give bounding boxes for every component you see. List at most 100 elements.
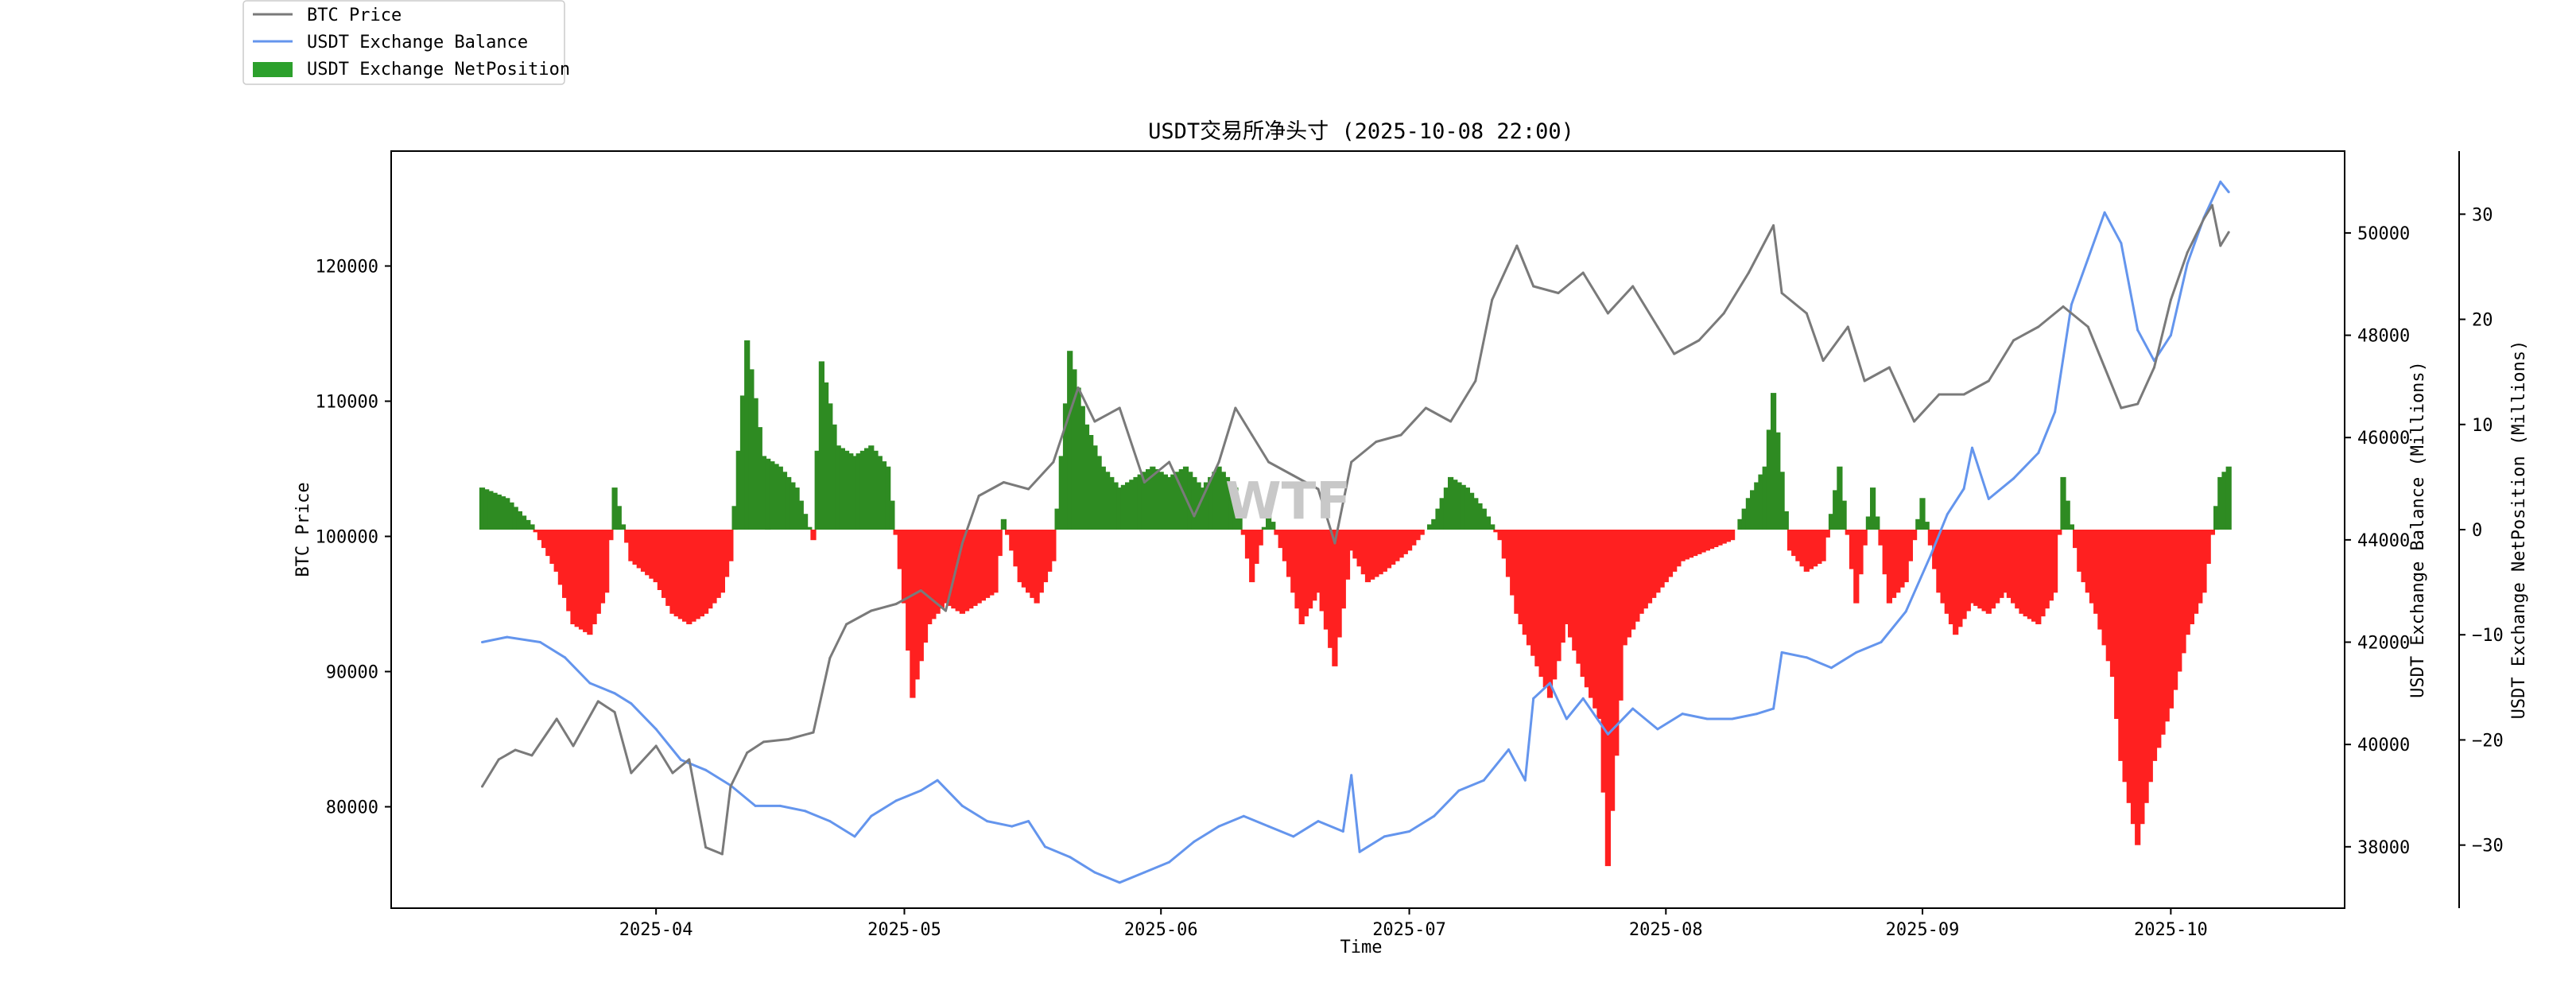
netposition-bar — [516, 511, 522, 530]
netposition-bar — [1542, 530, 1549, 688]
btc-price-point — [1168, 460, 1171, 464]
btc-price-point — [654, 744, 658, 748]
netposition-bar — [1944, 530, 1950, 614]
usdt-exchange-balance-point — [1971, 446, 1973, 449]
netposition-bar — [1249, 530, 1255, 583]
netposition-bar — [2068, 524, 2074, 530]
usdt-exchange-balance-point — [919, 789, 922, 792]
legend-label-btc-price: BTC Price — [307, 6, 402, 25]
netposition-bar — [578, 530, 585, 630]
netposition-bar — [777, 466, 783, 530]
netposition-bar — [731, 506, 738, 530]
usdt-exchange-balance-point — [1731, 717, 1734, 720]
x-axis-label: Time — [1340, 938, 1383, 957]
netposition-bar — [992, 530, 999, 593]
usdt-exchange-balance-point — [1946, 513, 1949, 516]
netposition-bar — [1067, 351, 1073, 530]
netposition-bar — [1563, 530, 1569, 624]
netposition-bar — [1460, 484, 1466, 530]
netposition-bar — [1985, 530, 1992, 614]
usdt-exchange-balance-point — [2186, 262, 2189, 265]
netposition-bar — [2193, 530, 2199, 614]
netposition-bar — [2225, 466, 2232, 530]
netposition-bar — [1841, 500, 1847, 530]
btc-price-point — [630, 771, 633, 775]
btc-price-point — [960, 542, 964, 545]
netposition-bar — [765, 458, 771, 530]
y-axis-right-1-tick-label: 50000 — [2357, 224, 2410, 244]
usdt-exchange-balance-point — [613, 692, 616, 695]
netposition-bar — [1915, 518, 1922, 530]
y-axis-right-1-tick-label: 38000 — [2357, 838, 2410, 858]
netposition-bar — [1158, 472, 1164, 530]
netposition-bar — [1224, 476, 1231, 530]
netposition-bar — [1589, 530, 1595, 698]
netposition-bar — [1625, 530, 1631, 638]
netposition-bar — [1166, 476, 1173, 530]
netposition-bar — [2047, 530, 2054, 601]
netposition-bar — [976, 530, 982, 604]
netposition-bar — [839, 448, 845, 530]
btc-price-point — [2210, 204, 2213, 207]
usdt-exchange-balance-point — [481, 641, 483, 643]
netposition-bar — [2167, 530, 2174, 709]
netposition-bar — [1634, 530, 1640, 622]
usdt-exchange-balance-point — [1656, 728, 1659, 731]
netposition-bar — [2172, 530, 2178, 690]
btc-price-point — [1913, 420, 1916, 423]
netposition-bar — [2011, 530, 2017, 604]
netposition-bar — [1232, 487, 1239, 530]
netposition-bar — [2122, 530, 2128, 783]
usdt-exchange-balance-point — [1532, 697, 1535, 700]
btc-price-point — [2103, 366, 2106, 369]
netposition-bar — [1969, 530, 1976, 604]
usdt-exchange-balance-point — [2169, 334, 2172, 337]
usdt-exchange-balance-point — [1168, 860, 1171, 864]
usdt-exchange-balance-point — [986, 820, 989, 823]
netposition-bar — [724, 530, 730, 577]
y-axis-left-tick-label: 80000 — [326, 798, 378, 818]
netposition-bar — [1348, 530, 1355, 551]
netposition-bar — [918, 530, 924, 662]
netposition-bar — [595, 530, 601, 614]
y-axis-right-2: −30 −20 −10 0 10 20 30 — [2459, 205, 2504, 856]
usdt-exchange-balance-point — [1830, 666, 1833, 670]
netposition-bar — [1096, 456, 1102, 530]
btc-price-point — [704, 846, 708, 849]
netposition-bar — [615, 506, 622, 530]
netposition-bar — [1270, 522, 1276, 530]
netposition-bar — [2151, 530, 2158, 761]
netposition-bar — [1315, 530, 1321, 593]
netposition-bar — [1745, 498, 1752, 530]
netposition-bar — [1054, 508, 1061, 530]
netposition-bar — [844, 450, 850, 530]
netposition-bar — [2135, 530, 2141, 845]
usdt-exchange-balance-point — [2136, 328, 2140, 332]
netposition-bar — [1510, 530, 1516, 596]
btc-price-point — [1317, 487, 1320, 491]
netposition-bar — [1907, 530, 1913, 561]
netposition-bar — [1261, 526, 1267, 530]
y-axis-left-tick-label: 110000 — [316, 393, 378, 413]
netposition-bar — [2176, 530, 2182, 672]
netposition-bar — [2101, 530, 2108, 646]
btc-price-point — [787, 738, 790, 740]
netposition-bar — [1373, 530, 1379, 577]
y-axis-right-1: 38000 40000 42000 44000 46000 48000 50000 — [2345, 224, 2410, 858]
netposition-bar — [1501, 530, 1507, 559]
netposition-bar — [2217, 476, 2224, 530]
netposition-bar — [1042, 530, 1049, 583]
netposition-bar — [1141, 472, 1147, 530]
netposition-bar — [1266, 508, 1272, 530]
netposition-bar — [1791, 530, 1798, 557]
y-axis-right-1-tick-label: 46000 — [2357, 429, 2410, 449]
btc-price-point — [530, 754, 533, 757]
netposition-bar — [1687, 530, 1694, 558]
netposition-bar — [1125, 482, 1131, 530]
btc-price-point — [555, 717, 558, 720]
y-axis-left-tick-label: 90000 — [326, 663, 378, 683]
netposition-bar — [2159, 530, 2166, 735]
y-axis-right-1-tick-label: 48000 — [2357, 327, 2410, 347]
usdt-exchange-balance-point — [936, 779, 939, 782]
netposition-bar — [1332, 530, 1338, 666]
